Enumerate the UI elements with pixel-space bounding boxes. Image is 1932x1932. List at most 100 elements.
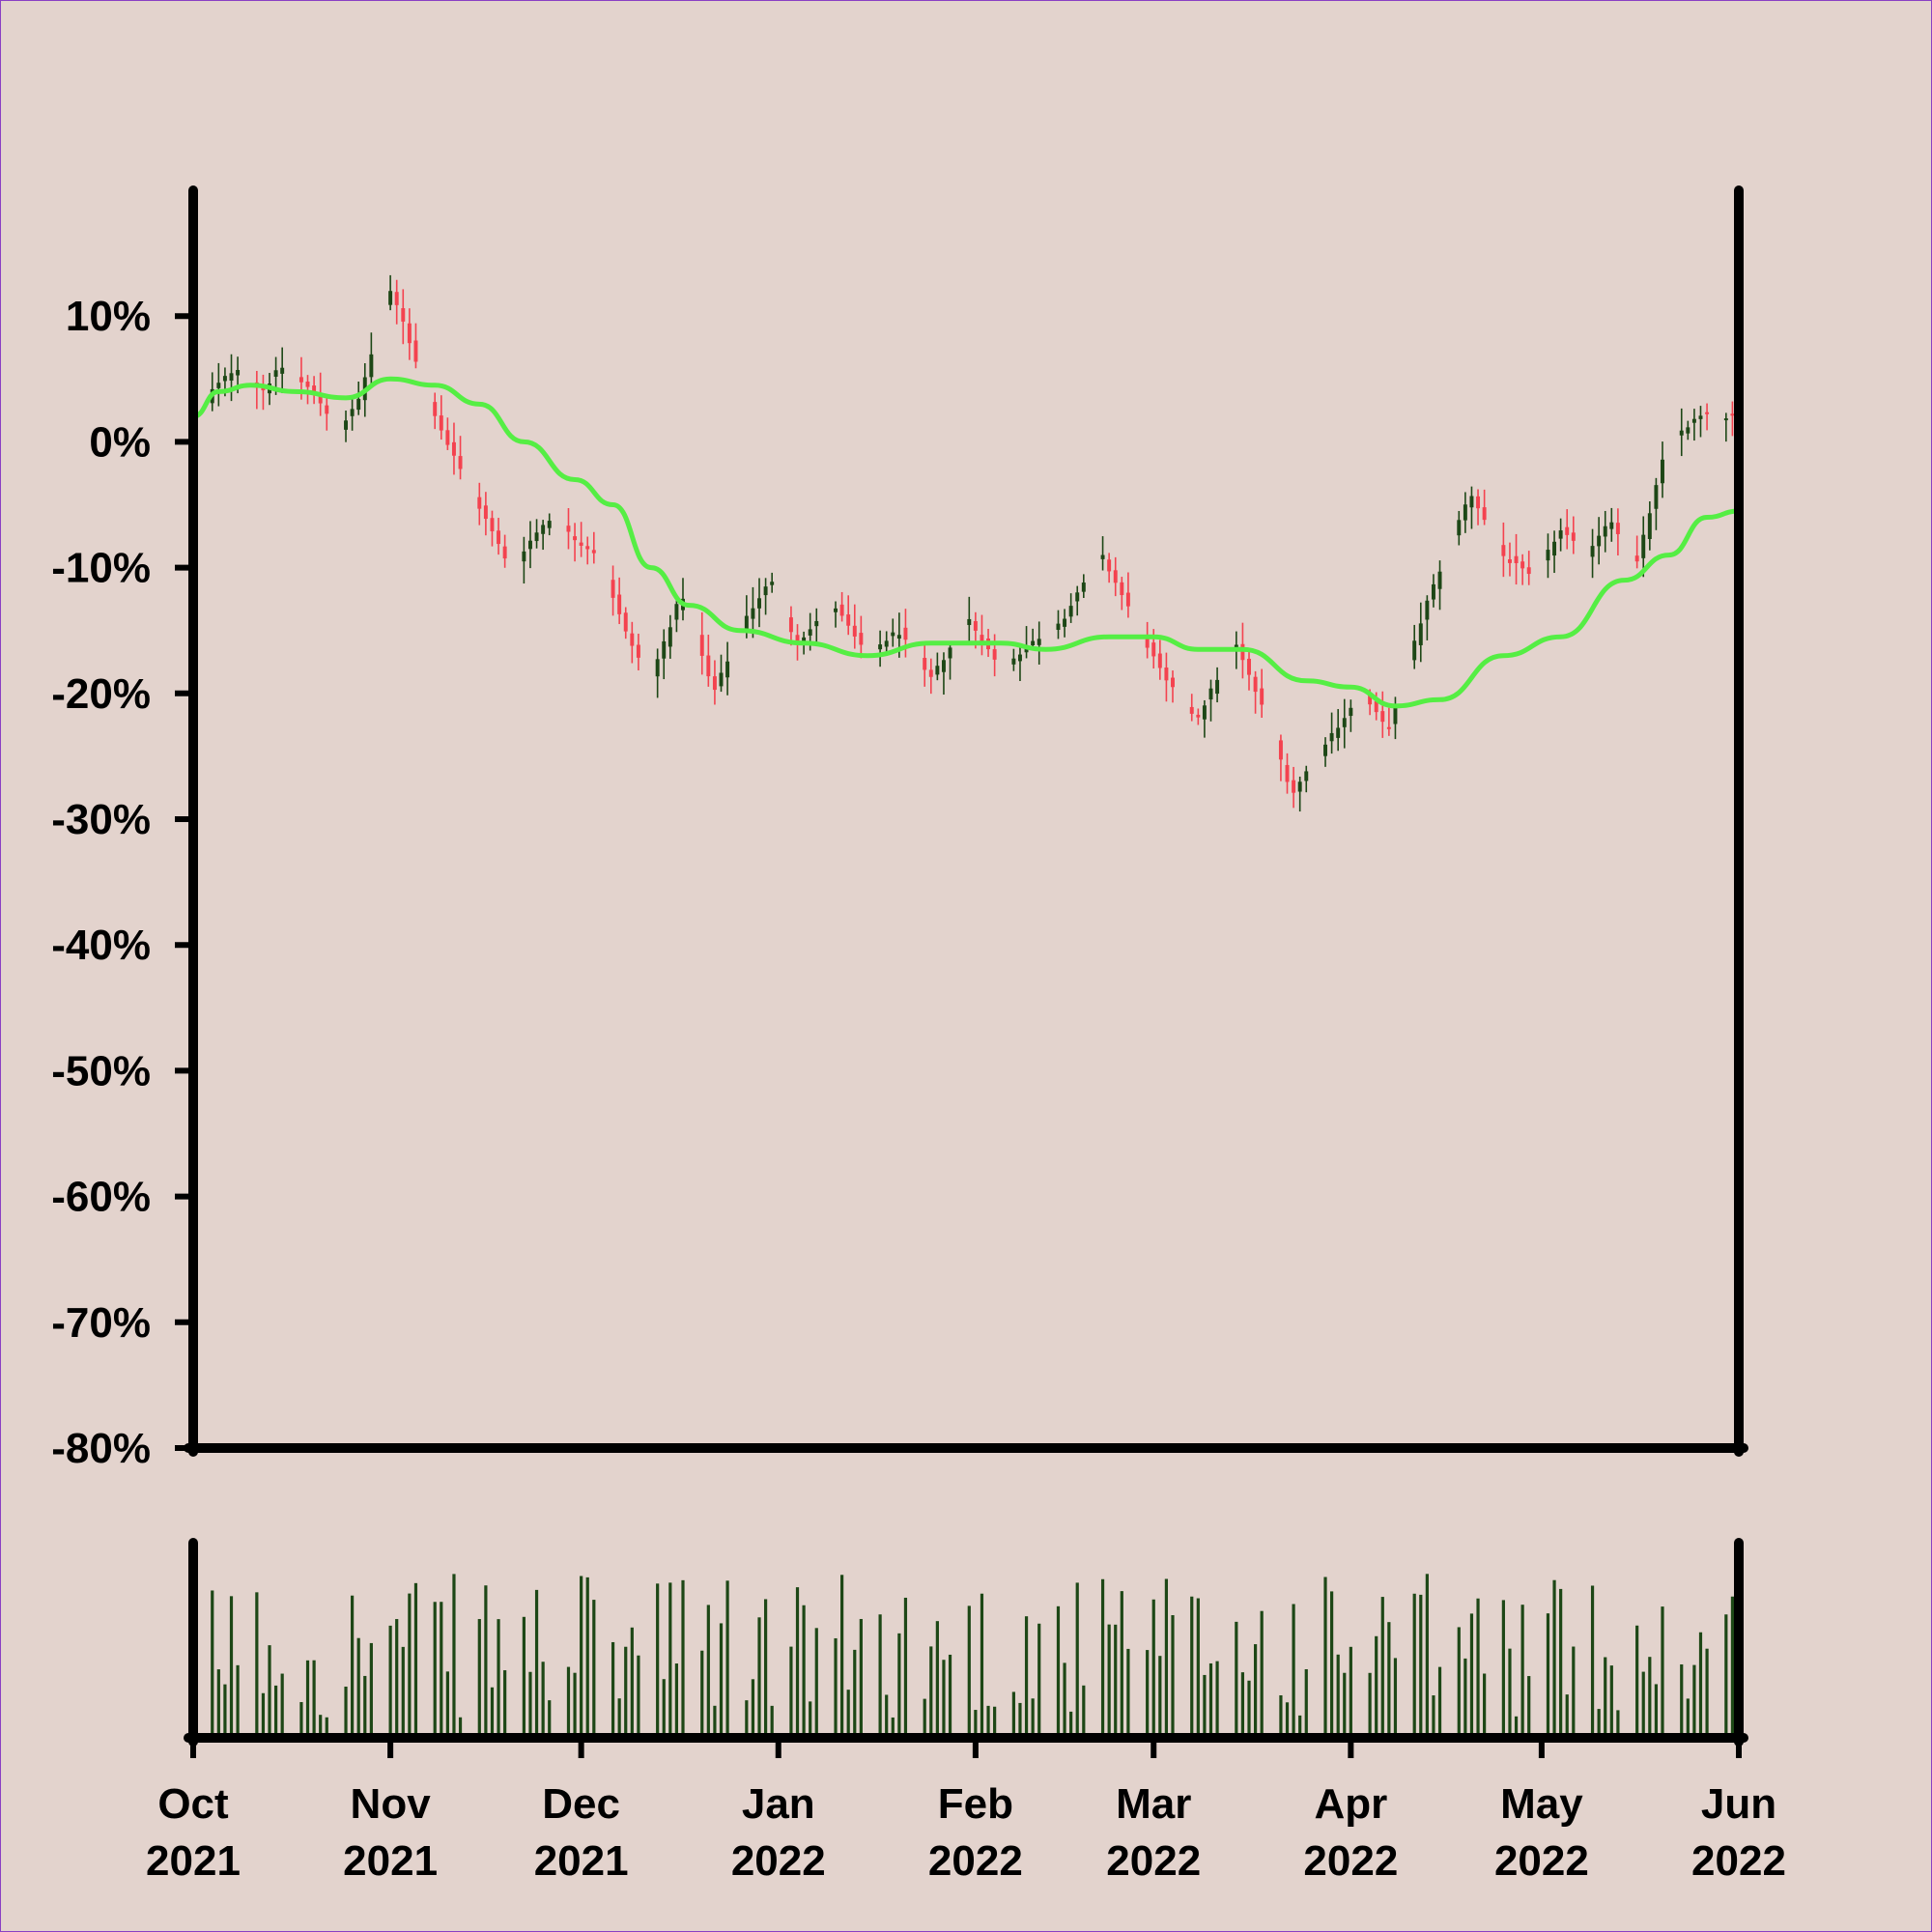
candle-body bbox=[433, 402, 438, 416]
candle-body bbox=[1380, 711, 1385, 723]
volume-bar bbox=[668, 1582, 672, 1738]
volume-bar bbox=[580, 1576, 583, 1738]
volume-bar bbox=[1247, 1680, 1251, 1738]
candle-body bbox=[1507, 559, 1512, 563]
candle-body bbox=[878, 644, 883, 650]
volume-bar bbox=[585, 1577, 589, 1738]
volume-bar bbox=[445, 1671, 449, 1738]
volume-bar bbox=[305, 1660, 310, 1738]
volume-bar bbox=[1285, 1702, 1290, 1738]
volume-bar bbox=[1330, 1591, 1334, 1738]
candle-body bbox=[522, 551, 526, 562]
volume-bar bbox=[413, 1582, 418, 1738]
candle-body bbox=[1437, 571, 1442, 589]
volume-bar bbox=[216, 1669, 220, 1738]
candle-body bbox=[896, 635, 901, 639]
candle-body bbox=[458, 456, 463, 469]
volume-bar bbox=[401, 1646, 405, 1738]
volume-bar bbox=[503, 1670, 507, 1738]
volume-bar bbox=[1680, 1663, 1684, 1738]
candle-body bbox=[1037, 639, 1041, 645]
candle-body bbox=[579, 542, 583, 546]
x-tick-month-label: Dec bbox=[542, 1780, 620, 1828]
candle-body bbox=[1730, 413, 1735, 416]
volume-bar bbox=[656, 1583, 660, 1738]
volume-bar bbox=[885, 1694, 889, 1738]
candle-body bbox=[611, 580, 615, 598]
y-tick-label: 10% bbox=[66, 293, 151, 340]
x-tick-month-label: Nov bbox=[351, 1780, 432, 1828]
volume-bar bbox=[268, 1645, 271, 1738]
candle-body bbox=[763, 586, 768, 596]
candle-body bbox=[312, 385, 317, 393]
candle-body bbox=[674, 604, 679, 620]
volume-bar bbox=[1260, 1610, 1264, 1738]
volume-bar bbox=[458, 1717, 463, 1738]
volume-bar bbox=[1527, 1676, 1531, 1738]
price-panel: 10% 0% -10% -20% -30% -40% -50% -60% -70% -80% bbox=[51, 185, 1748, 1472]
volume-bar bbox=[1597, 1709, 1601, 1738]
candle-body bbox=[839, 604, 844, 616]
volume-bar bbox=[261, 1692, 266, 1738]
x-tick-month-label: Jun bbox=[1701, 1780, 1776, 1828]
candle-body bbox=[1482, 507, 1487, 521]
volume-bar bbox=[802, 1605, 806, 1738]
y-tick-label: -70% bbox=[51, 1299, 151, 1347]
candle-body bbox=[1075, 592, 1080, 602]
volume-bar bbox=[1011, 1691, 1015, 1738]
y-tick-label: 0% bbox=[89, 418, 151, 466]
candle-body bbox=[229, 373, 234, 382]
candle-body bbox=[502, 546, 507, 559]
candle-body bbox=[1068, 606, 1073, 617]
candle-body bbox=[413, 340, 418, 362]
volume-bar bbox=[1463, 1658, 1467, 1738]
candle-body bbox=[1425, 600, 1430, 620]
volume-bar bbox=[757, 1617, 761, 1738]
candle-body bbox=[662, 640, 667, 659]
volume-bar bbox=[1724, 1614, 1728, 1738]
volume-bar bbox=[1203, 1674, 1207, 1738]
volume-bar bbox=[891, 1717, 895, 1738]
candle-body bbox=[935, 666, 940, 675]
candle-body bbox=[1336, 727, 1341, 738]
candle-body bbox=[1565, 526, 1570, 535]
volume-bar bbox=[1654, 1684, 1659, 1738]
volume-bar bbox=[859, 1618, 863, 1738]
volume-bar bbox=[1730, 1596, 1735, 1738]
candle-body bbox=[923, 658, 927, 670]
volume-bar bbox=[725, 1580, 729, 1738]
x-tick-month-label: Oct bbox=[157, 1780, 229, 1828]
volume-bar bbox=[1056, 1605, 1061, 1738]
candle-body bbox=[928, 669, 933, 677]
candle-body bbox=[591, 550, 596, 554]
volume-bar bbox=[1457, 1627, 1461, 1738]
y-tick-labels: 10% 0% -10% -20% -30% -40% -50% -60% -70% -80% bbox=[51, 293, 151, 1472]
volume-bar bbox=[630, 1627, 634, 1738]
volume-bar bbox=[1469, 1613, 1474, 1738]
candle-body bbox=[1125, 592, 1130, 607]
x-tick-year-label: 2021 bbox=[146, 1837, 241, 1885]
candle-body bbox=[1368, 695, 1373, 705]
volume-bar bbox=[528, 1671, 532, 1738]
volume-bar bbox=[1609, 1665, 1613, 1738]
volume-bar bbox=[236, 1664, 240, 1738]
candle-body bbox=[1024, 646, 1029, 653]
candle-body bbox=[1603, 526, 1607, 537]
y-tick-label: -30% bbox=[51, 796, 151, 843]
candle-body bbox=[891, 632, 895, 637]
candle-body bbox=[1476, 496, 1481, 509]
candle-body bbox=[992, 649, 997, 660]
candle-body bbox=[490, 518, 495, 532]
volume-bar bbox=[344, 1686, 348, 1738]
volume-bar bbox=[1037, 1623, 1041, 1738]
candle-body bbox=[1647, 513, 1652, 539]
volume-bar bbox=[1253, 1644, 1258, 1738]
volume-bar bbox=[1412, 1593, 1416, 1738]
candle-body bbox=[1202, 705, 1207, 720]
candle-body bbox=[1349, 707, 1353, 717]
candle-body bbox=[636, 644, 640, 658]
volume-bar bbox=[1380, 1597, 1384, 1738]
volume-bar bbox=[1304, 1668, 1308, 1738]
volume-bar bbox=[1171, 1615, 1175, 1738]
volume-bar bbox=[440, 1602, 443, 1738]
